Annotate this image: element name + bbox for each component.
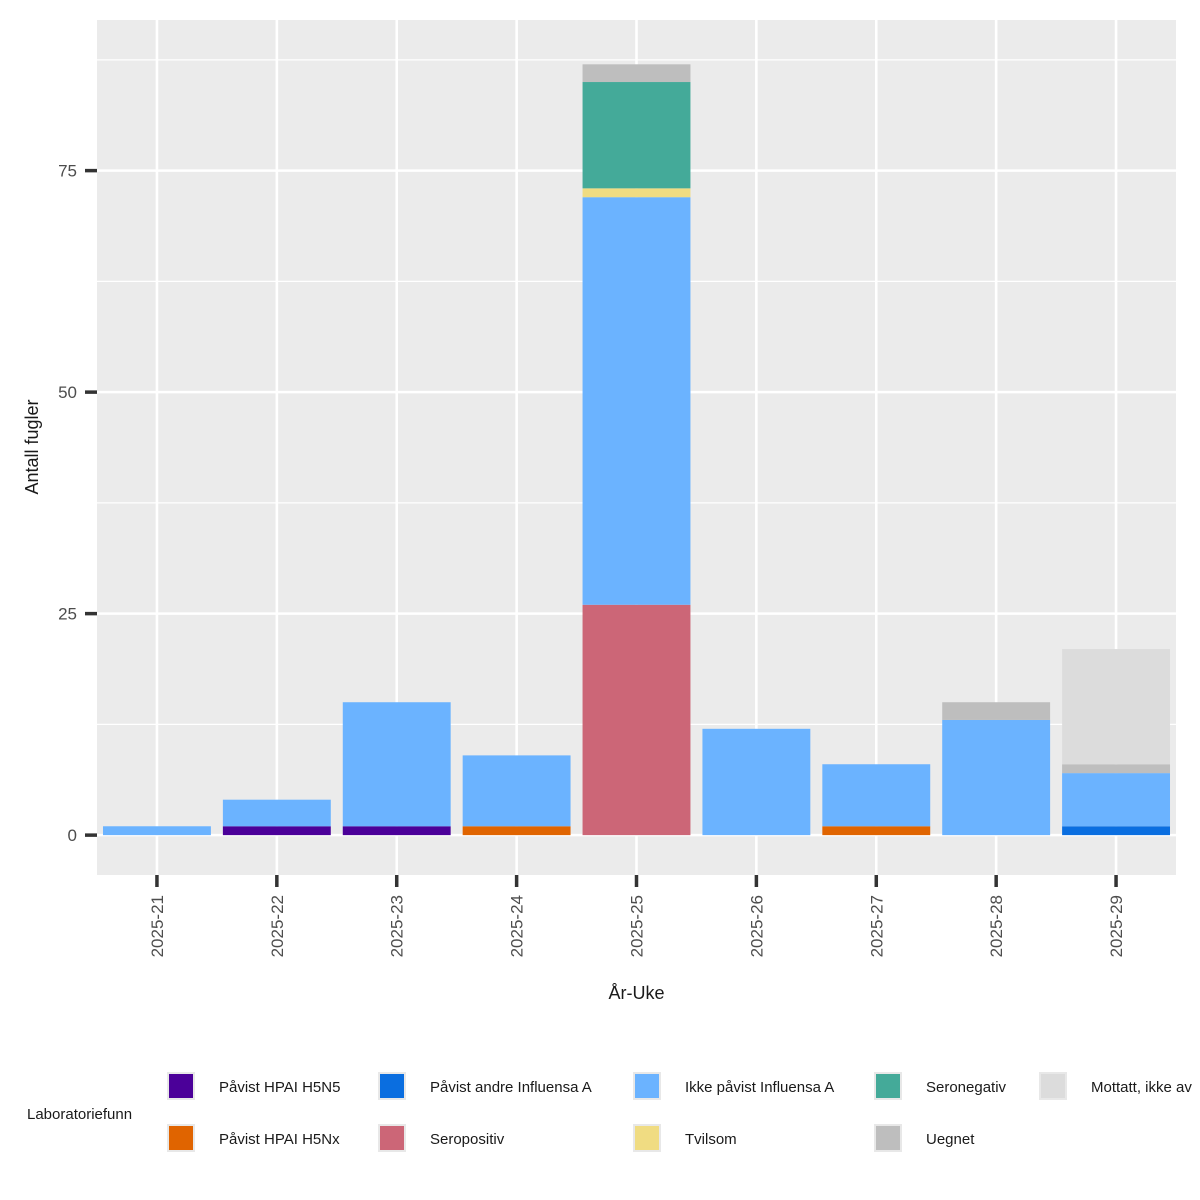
bar-segment-mottatt-ikke-av-2025-29 xyxy=(1062,649,1171,765)
y-axis: 0 25 50 75 xyxy=(58,162,97,845)
bar-segment-p-vist-hpai-h5n5-2025-22 xyxy=(222,826,331,836)
x-tick-label: 2025-27 xyxy=(867,895,886,957)
bar-segment-tvilsom-2025-25 xyxy=(582,188,691,198)
y-tick-label: 0 xyxy=(68,826,77,845)
x-tick-label: 2025-28 xyxy=(987,895,1006,957)
y-tick-label: 50 xyxy=(58,383,77,402)
legend-key-uegnet xyxy=(874,1124,902,1152)
legend-title: Laboratoriefunn xyxy=(27,1106,132,1123)
x-tick-label: 2025-26 xyxy=(747,895,766,957)
bar-segment-ikke-p-vist-influensa-a-2025-24 xyxy=(462,755,571,827)
legend-label-mottatt-ikke-av: Mottatt, ikke av xyxy=(1091,1079,1192,1096)
legend-label-uegnet: Uegnet xyxy=(926,1131,975,1148)
legend-key-p-vist-hpai-h5nx xyxy=(167,1124,195,1152)
legend-label-p-vist-hpai-h5nx: Påvist HPAI H5Nx xyxy=(219,1131,340,1148)
legend-key-ikke-p-vist-influensa-a xyxy=(633,1072,661,1100)
bar-segment-ikke-p-vist-influensa-a-2025-25 xyxy=(582,197,691,605)
bar-segment-p-vist-hpai-h5nx-2025-24 xyxy=(462,826,571,836)
legend-label-p-vist-andre-influensa-a: Påvist andre Influensa A xyxy=(430,1079,592,1096)
bar-segment-p-vist-hpai-h5nx-2025-27 xyxy=(822,826,931,836)
legend-label-seronegativ: Seronegativ xyxy=(926,1079,1007,1096)
bars xyxy=(102,64,1171,836)
x-tick-label: 2025-29 xyxy=(1107,895,1126,957)
x-tick-label: 2025-25 xyxy=(628,895,647,957)
bar-segment-uegnet-2025-28 xyxy=(942,702,1051,720)
legend-key-p-vist-hpai-h5n5 xyxy=(167,1072,195,1100)
y-tick-label: 25 xyxy=(58,605,77,624)
x-tick-label: 2025-22 xyxy=(268,895,287,957)
x-axis: 2025-21 2025-22 2025-23 2025-24 2025-25 2025-… xyxy=(148,875,1126,957)
bar-segment-ikke-p-vist-influensa-a-2025-28 xyxy=(942,719,1051,836)
legend-key-p-vist-andre-influensa-a xyxy=(378,1072,406,1100)
bar-segment-ikke-p-vist-influensa-a-2025-23 xyxy=(342,702,451,827)
bar-segment-ikke-p-vist-influensa-a-2025-29 xyxy=(1062,773,1171,827)
y-axis-title: Antall fugler xyxy=(22,399,42,494)
y-tick-label: 75 xyxy=(58,162,77,181)
legend-key-tvilsom xyxy=(633,1124,661,1152)
bar-segment-ikke-p-vist-influensa-a-2025-21 xyxy=(102,826,211,836)
x-axis-title: År-Uke xyxy=(608,983,664,1003)
legend: Laboratoriefunn Påvist HPAI H5N5 Påvist a… xyxy=(27,1072,1192,1152)
x-tick-label: 2025-21 xyxy=(148,895,167,957)
legend-label-p-vist-hpai-h5n5: Påvist HPAI H5N5 xyxy=(219,1079,340,1096)
legend-key-seronegativ xyxy=(874,1072,902,1100)
bar-segment-ikke-p-vist-influensa-a-2025-22 xyxy=(222,799,331,827)
legend-key-seropositiv xyxy=(378,1124,406,1152)
legend-key-mottatt-ikke-av xyxy=(1039,1072,1067,1100)
x-tick-label: 2025-24 xyxy=(508,895,527,957)
bar-segment-ikke-p-vist-influensa-a-2025-26 xyxy=(702,728,811,836)
bar-segment-p-vist-andre-influensa-a-2025-29 xyxy=(1062,826,1171,836)
bar-segment-ikke-p-vist-influensa-a-2025-27 xyxy=(822,764,931,827)
legend-label-seropositiv: Seropositiv xyxy=(430,1131,505,1148)
bar-segment-seronegativ-2025-25 xyxy=(582,82,691,189)
bar-segment-uegnet-2025-25 xyxy=(582,64,691,83)
bar-segment-uegnet-2025-29 xyxy=(1062,764,1171,774)
legend-label-tvilsom: Tvilsom xyxy=(685,1131,737,1148)
legend-label-ikke-p-vist-influensa-a: Ikke påvist Influensa A xyxy=(685,1079,834,1096)
x-tick-label: 2025-23 xyxy=(388,895,407,957)
bar-segment-seropositiv-2025-25 xyxy=(582,604,691,836)
bar-segment-p-vist-hpai-h5n5-2025-23 xyxy=(342,826,451,836)
